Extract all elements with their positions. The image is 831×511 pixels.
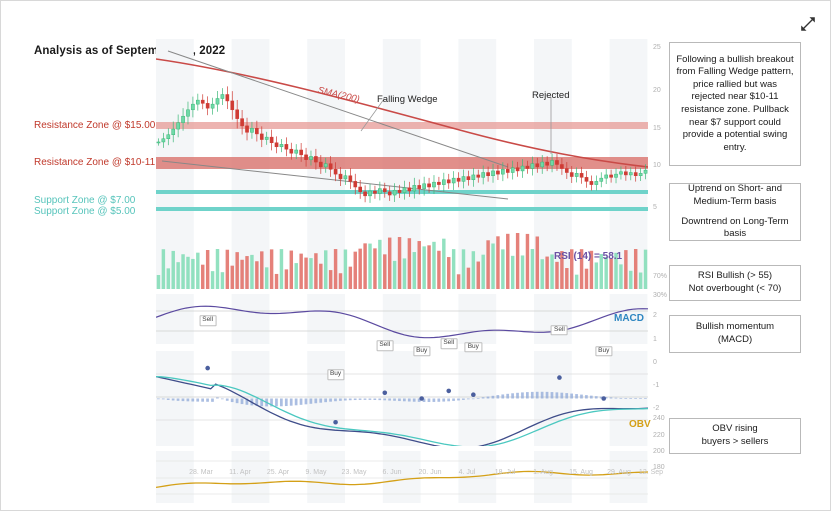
summary-text: Following a bullish breakout from Fallin… <box>676 53 794 153</box>
x-axis-tick: 12. Sep <box>638 469 664 476</box>
obv-axis-tick: 200 <box>653 448 665 455</box>
annotation-box-obv: OBV rising buyers > sellers <box>669 418 801 454</box>
obv-axis-tick: 180 <box>653 464 665 471</box>
chart-stack <box>156 39 648 503</box>
zone-label-resistance-15: Resistance Zone @ $15.00 <box>34 120 156 131</box>
obv-text-buyers: buyers > sellers <box>701 436 769 447</box>
annotation-box-macd: Bullish momentum (MACD) <box>669 315 801 353</box>
annotation-box-trend: Uptrend on Short- and Medium-Term basis … <box>669 183 801 241</box>
obv-label: OBV <box>629 419 651 430</box>
macd-signal-buy-tag[interactable]: Buy <box>326 369 345 381</box>
macd-signal-sell-tag[interactable]: Sell <box>551 324 568 336</box>
macd-label: MACD <box>614 313 644 324</box>
x-axis-tick: 9. May <box>305 469 327 476</box>
price-axis-tick: 15 <box>653 125 661 132</box>
price-axis-tick: 5 <box>653 204 657 211</box>
x-axis-tick: 23. May <box>341 469 367 476</box>
macd-axis-tick: -2 <box>653 405 660 412</box>
trend-text-short-medium: Uptrend on Short- and Medium-Term basis <box>687 183 782 207</box>
rsi-axis-tick: 70% <box>653 273 668 280</box>
macd-text-momentum: Bullish momentum <box>695 321 775 333</box>
macd-axis-tick: 2 <box>653 312 657 319</box>
x-axis-tick: 29. Aug <box>607 469 631 476</box>
rsi-axis-tick: 30% <box>653 292 668 299</box>
price-axis-tick: 10 <box>653 162 661 169</box>
x-axis-tick: 4. Jul <box>458 469 476 476</box>
zone-label-support-7: Support Zone @ $7.00 <box>34 195 136 206</box>
trend-text-long: Downtrend on Long-Term basis <box>681 215 789 240</box>
rsi-value-label: RSI (14) = 58.1 <box>554 251 623 262</box>
rsi-text-bullish: RSI Bullish (> 55) <box>697 270 773 282</box>
macd-signal-buy-tag[interactable]: Buy <box>595 345 613 357</box>
expand-icon[interactable] <box>799 15 817 33</box>
annotation-box-rsi: RSI Bullish (> 55) Not overbought (< 70) <box>669 265 801 301</box>
x-axis-tick: 1. Aug <box>533 469 553 476</box>
macd-signal-buy-tag[interactable]: Buy <box>464 341 482 353</box>
obv-axis-tick: 220 <box>653 432 665 439</box>
price-panel[interactable] <box>156 39 648 224</box>
x-axis-tick: 28. Mar <box>189 469 213 476</box>
x-axis-tick: 18. Jul <box>494 469 516 476</box>
volume-panel[interactable] <box>156 224 648 289</box>
x-axis-tick: 11. Apr <box>229 469 251 476</box>
macd-panel[interactable] <box>156 351 648 446</box>
obv-text-rising: OBV rising <box>712 423 758 435</box>
rejected-label: Rejected <box>532 90 570 101</box>
obv-axis-tick: 240 <box>653 415 665 422</box>
price-axis-tick: 25 <box>653 44 661 51</box>
falling-wedge-label: Falling Wedge <box>377 94 438 105</box>
macd-signal-sell-tag[interactable]: Sell <box>199 315 217 327</box>
macd-axis-tick: 1 <box>653 336 657 343</box>
rsi-text-overbought: Not overbought (< 70) <box>688 283 782 294</box>
macd-text-name: (MACD) <box>717 334 753 345</box>
macd-axis-tick: 0 <box>653 359 657 366</box>
macd-signal-sell-tag[interactable]: Sell <box>440 338 458 349</box>
annotation-box-summary: Following a bullish breakout from Fallin… <box>669 42 801 166</box>
zone-label-support-5: Support Zone @ $5.00 <box>34 206 136 217</box>
x-axis-tick: 6. Jun <box>382 469 402 476</box>
macd-signal-buy-tag[interactable]: Buy <box>413 345 431 357</box>
x-axis-tick: 15. Aug <box>569 469 593 476</box>
zone-label-resistance-10-11: Resistance Zone @ $10-11 <box>34 157 156 168</box>
rsi-panel[interactable] <box>156 294 648 344</box>
price-axis-tick: 20 <box>653 87 661 94</box>
obv-panel[interactable] <box>156 451 648 503</box>
macd-axis-tick: -1 <box>653 382 660 389</box>
macd-signal-sell-tag[interactable]: Sell <box>376 340 394 351</box>
x-axis-tick: 25. Apr <box>266 469 290 476</box>
x-axis-tick: 20. Jun <box>418 469 442 476</box>
